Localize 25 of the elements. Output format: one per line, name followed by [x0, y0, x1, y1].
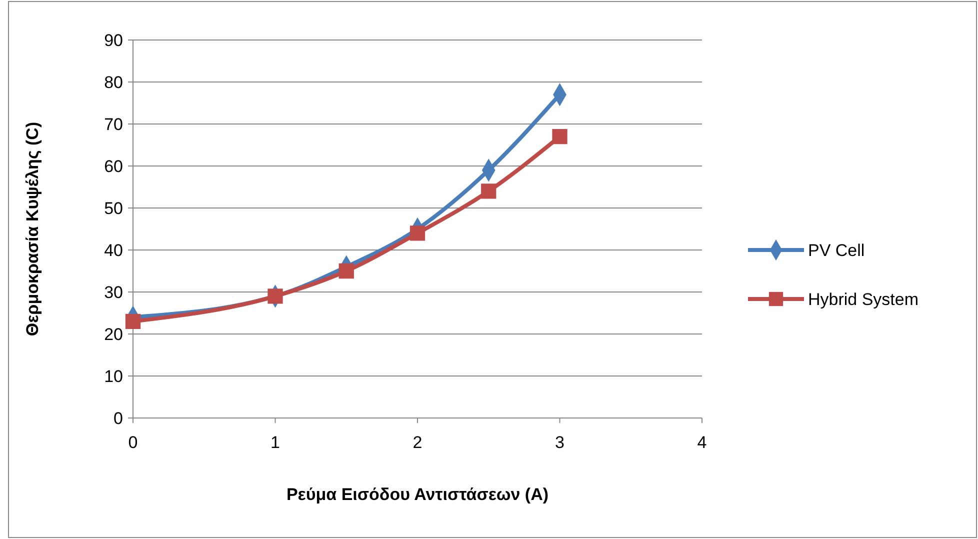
x-tick-label: 4 — [697, 433, 707, 452]
y-tick-label: 30 — [104, 282, 123, 302]
x-axis-title: Ρεύμα Εισόδου Αντιστάσεων (A) — [286, 485, 549, 504]
y-tick-label: 50 — [104, 198, 123, 218]
legend-label: PV Cell — [808, 240, 865, 260]
point — [268, 288, 283, 304]
y-tick-label: 20 — [104, 324, 123, 344]
x-tick-label: 2 — [412, 433, 422, 452]
y-tick-label: 90 — [104, 30, 123, 50]
x-tick-label: 0 — [128, 433, 138, 452]
y-tick-label: 10 — [104, 366, 123, 386]
legend-label: Hybrid System — [808, 290, 919, 309]
x-tick-label: 1 — [270, 433, 280, 452]
y-tick-label: 60 — [104, 156, 123, 176]
x-tick-label: 3 — [555, 433, 564, 452]
point — [552, 129, 568, 144]
point — [125, 314, 141, 329]
point — [338, 263, 354, 279]
y-tick-label: 0 — [114, 408, 123, 428]
y-tick-label: 80 — [104, 72, 123, 92]
y-tick-label: 40 — [104, 240, 123, 260]
y-axis-title: Θερμοκρασία Κυψέλης (C) — [23, 122, 42, 336]
y-tick-label: 70 — [104, 114, 123, 134]
point — [481, 184, 496, 199]
point — [410, 226, 426, 241]
